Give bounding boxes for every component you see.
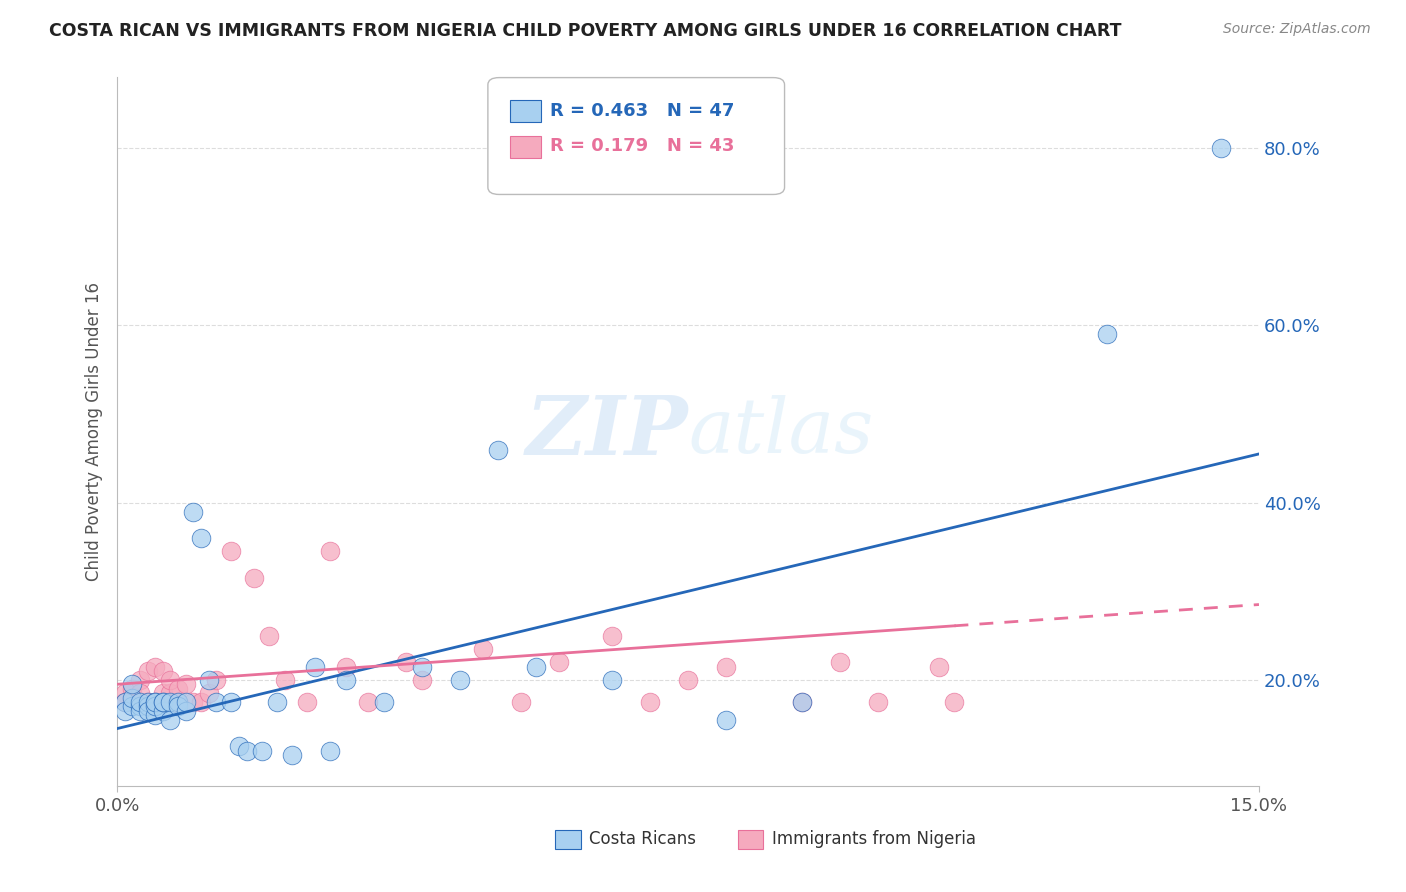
Point <box>205 673 228 687</box>
Point <box>335 673 357 687</box>
Point <box>524 659 547 673</box>
Text: R = 0.463   N = 47: R = 0.463 N = 47 <box>550 102 734 120</box>
Text: Source: ZipAtlas.com: Source: ZipAtlas.com <box>1223 22 1371 37</box>
Point <box>395 655 418 669</box>
Point <box>159 713 181 727</box>
Point <box>471 641 494 656</box>
Point <box>197 686 219 700</box>
Point <box>190 531 212 545</box>
Point <box>235 744 257 758</box>
Point <box>830 655 852 669</box>
Point <box>449 673 471 687</box>
Point <box>714 713 737 727</box>
Point <box>868 695 890 709</box>
Point <box>129 686 152 700</box>
Point <box>600 673 623 687</box>
Point <box>297 695 319 709</box>
Point <box>174 695 197 709</box>
Point <box>143 659 166 673</box>
Point <box>411 673 433 687</box>
Point <box>143 708 166 723</box>
Point <box>129 695 152 709</box>
Point <box>136 699 159 714</box>
Point <box>181 504 204 518</box>
Point <box>136 704 159 718</box>
Point <box>136 664 159 678</box>
Point <box>174 704 197 718</box>
Point <box>121 695 143 709</box>
Point <box>167 695 190 709</box>
Point <box>266 695 288 709</box>
Point <box>121 690 143 705</box>
Point <box>159 686 181 700</box>
Point <box>273 673 295 687</box>
Point <box>943 695 966 709</box>
Text: atlas: atlas <box>688 395 873 469</box>
Point <box>129 673 152 687</box>
Point <box>714 659 737 673</box>
Point <box>259 628 281 642</box>
Point <box>159 673 181 687</box>
Text: ZIP: ZIP <box>526 392 688 472</box>
Point <box>357 695 380 709</box>
Point <box>243 571 266 585</box>
Text: R = 0.179   N = 43: R = 0.179 N = 43 <box>550 137 734 155</box>
Point <box>159 695 181 709</box>
Point <box>205 695 228 709</box>
Point <box>121 699 143 714</box>
Point <box>1209 141 1232 155</box>
Point <box>174 677 197 691</box>
Point <box>319 744 342 758</box>
Point <box>638 695 661 709</box>
Point <box>304 659 326 673</box>
Point <box>221 695 243 709</box>
Point <box>547 655 569 669</box>
Point <box>281 748 304 763</box>
Point <box>129 704 152 718</box>
Point <box>928 659 950 673</box>
Point <box>152 664 174 678</box>
Point <box>486 442 509 457</box>
Point <box>167 699 190 714</box>
Y-axis label: Child Poverty Among Girls Under 16: Child Poverty Among Girls Under 16 <box>86 282 103 582</box>
Text: Costa Ricans: Costa Ricans <box>589 830 696 848</box>
Point <box>197 673 219 687</box>
Point <box>114 686 136 700</box>
Point <box>129 699 152 714</box>
Point <box>228 739 250 754</box>
Point <box>136 695 159 709</box>
Point <box>676 673 699 687</box>
Point <box>181 695 204 709</box>
Point <box>250 744 273 758</box>
Point <box>143 695 166 709</box>
Text: COSTA RICAN VS IMMIGRANTS FROM NIGERIA CHILD POVERTY AMONG GIRLS UNDER 16 CORREL: COSTA RICAN VS IMMIGRANTS FROM NIGERIA C… <box>49 22 1122 40</box>
Point <box>792 695 814 709</box>
Point <box>143 695 166 709</box>
Point <box>167 695 190 709</box>
Point <box>152 704 174 718</box>
Point <box>152 695 174 709</box>
Point <box>335 659 357 673</box>
Point <box>190 695 212 709</box>
Point <box>121 681 143 696</box>
Point <box>221 544 243 558</box>
Point <box>136 695 159 709</box>
Point <box>509 695 531 709</box>
Point <box>411 659 433 673</box>
Point <box>600 628 623 642</box>
Text: Immigrants from Nigeria: Immigrants from Nigeria <box>772 830 976 848</box>
Point <box>792 695 814 709</box>
Point <box>167 681 190 696</box>
Point <box>143 699 166 714</box>
Point <box>152 686 174 700</box>
Point <box>1095 327 1118 342</box>
Point <box>373 695 395 709</box>
Point <box>143 695 166 709</box>
Point <box>114 704 136 718</box>
Point <box>114 695 136 709</box>
Point <box>114 695 136 709</box>
Point <box>121 677 143 691</box>
Point <box>319 544 342 558</box>
Point <box>152 695 174 709</box>
